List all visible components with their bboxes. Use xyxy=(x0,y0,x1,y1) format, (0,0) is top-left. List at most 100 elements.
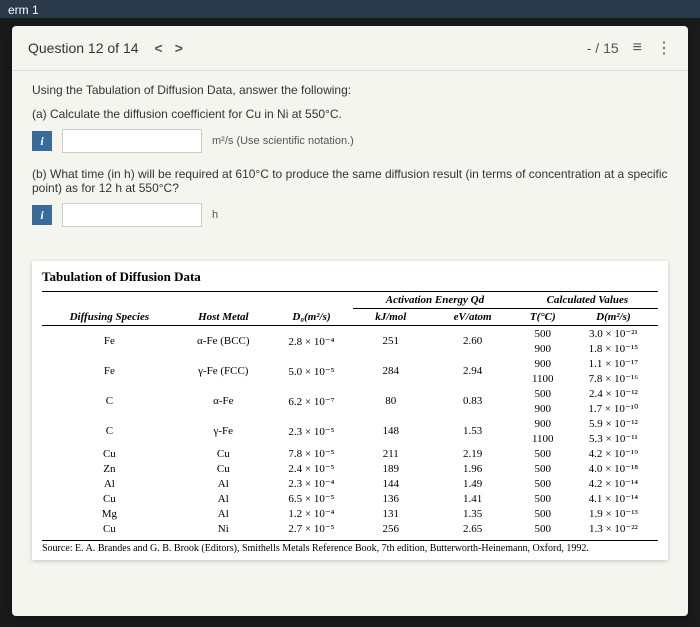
cell-temp: 1100 xyxy=(517,431,569,446)
cell-ev: 1.35 xyxy=(428,506,516,521)
cell-species: Mg xyxy=(42,506,177,521)
cell-host: γ-Fe xyxy=(177,416,270,446)
cell-ev: 2.19 xyxy=(428,446,516,461)
col-evatom: eV/atom xyxy=(428,309,516,326)
cell-d: 5.3 × 10⁻¹¹ xyxy=(569,431,658,446)
diffusion-table-wrap: Tabulation of Diffusion Data Diffusing S… xyxy=(32,261,668,560)
cell-d: 1.7 × 10⁻¹⁰ xyxy=(569,401,658,416)
cell-d: 1.1 × 10⁻¹⁷ xyxy=(569,356,658,371)
cell-d0: 2.3 × 10⁻⁵ xyxy=(270,416,353,446)
cell-kj: 189 xyxy=(353,461,428,476)
cell-kj: 148 xyxy=(353,416,428,446)
more-icon[interactable]: ⋮ xyxy=(656,38,672,58)
next-button[interactable]: > xyxy=(175,40,183,56)
cell-kj: 211 xyxy=(353,446,428,461)
col-calculated: Calculated Values xyxy=(517,292,658,309)
cell-host: α-Fe xyxy=(177,386,270,416)
cell-kj: 80 xyxy=(353,386,428,416)
cell-d0: 5.0 × 10⁻⁵ xyxy=(270,356,353,386)
table-row: Feγ-Fe (FCC)5.0 × 10⁻⁵2842.949001.1 × 10… xyxy=(42,356,658,371)
cell-kj: 144 xyxy=(353,476,428,491)
cell-species: Cu xyxy=(42,446,177,461)
part-a-input-row: i m²/s (Use scientific notation.) xyxy=(32,129,668,153)
cell-kj: 284 xyxy=(353,356,428,386)
cell-d0: 2.7 × 10⁻⁵ xyxy=(270,521,353,536)
part-a-input[interactable] xyxy=(62,129,202,153)
question-card: Question 12 of 14 < > - / 15 ≡ ⋮ Using t… xyxy=(12,26,688,616)
list-icon[interactable]: ≡ xyxy=(633,39,642,57)
cell-ev: 2.65 xyxy=(428,521,516,536)
cell-host: Cu xyxy=(177,446,270,461)
cell-temp: 500 xyxy=(517,491,569,506)
cell-temp: 500 xyxy=(517,326,569,342)
diffusion-table: Diffusing Species Host Metal D₀(m²/s) Ac… xyxy=(42,291,658,536)
cell-ev: 2.94 xyxy=(428,356,516,386)
cell-species: C xyxy=(42,416,177,446)
cell-d0: 2.4 × 10⁻⁵ xyxy=(270,461,353,476)
cell-ev: 1.49 xyxy=(428,476,516,491)
cell-host: Cu xyxy=(177,461,270,476)
cell-host: Al xyxy=(177,476,270,491)
cell-d: 7.8 × 10⁻¹⁶ xyxy=(569,371,658,386)
cell-d: 4.1 × 10⁻¹⁴ xyxy=(569,491,658,506)
table-row: Feα-Fe (BCC)2.8 × 10⁻⁴2512.605003.0 × 10… xyxy=(42,326,658,342)
cell-temp: 900 xyxy=(517,416,569,431)
table-row: MgAl1.2 × 10⁻⁴1311.355001.9 × 10⁻¹³ xyxy=(42,506,658,521)
cell-temp: 500 xyxy=(517,386,569,401)
cell-kj: 256 xyxy=(353,521,428,536)
col-d0: D₀(m²/s) xyxy=(270,292,353,326)
table-row: CuCu7.8 × 10⁻⁵2112.195004.2 × 10⁻¹⁹ xyxy=(42,446,658,461)
cell-host: γ-Fe (FCC) xyxy=(177,356,270,386)
col-tc: T(°C) xyxy=(517,309,569,326)
cell-temp: 900 xyxy=(517,341,569,356)
table-row: CuAl6.5 × 10⁻⁵1361.415004.1 × 10⁻¹⁴ xyxy=(42,491,658,506)
info-icon[interactable]: i xyxy=(32,131,52,151)
cell-temp: 500 xyxy=(517,476,569,491)
col-dm2s: D(m²/s) xyxy=(569,309,658,326)
cell-ev: 0.83 xyxy=(428,386,516,416)
term-bar: erm 1 xyxy=(0,0,700,18)
prev-button[interactable]: < xyxy=(155,40,163,56)
term-label: erm 1 xyxy=(8,3,39,17)
cell-d0: 2.3 × 10⁻⁴ xyxy=(270,476,353,491)
cell-temp: 500 xyxy=(517,506,569,521)
table-row: CuNi2.7 × 10⁻⁵2562.655001.3 × 10⁻²² xyxy=(42,521,658,536)
table-title: Tabulation of Diffusion Data xyxy=(42,269,658,285)
cell-species: Zn xyxy=(42,461,177,476)
cell-host: α-Fe (BCC) xyxy=(177,326,270,357)
info-icon[interactable]: i xyxy=(32,205,52,225)
cell-kj: 131 xyxy=(353,506,428,521)
cell-ev: 1.96 xyxy=(428,461,516,476)
cell-ev: 1.41 xyxy=(428,491,516,506)
cell-species: Fe xyxy=(42,326,177,357)
col-kjmol: kJ/mol xyxy=(353,309,428,326)
cell-d: 4.0 × 10⁻¹⁸ xyxy=(569,461,658,476)
progress-label: - / 15 xyxy=(587,40,619,56)
prompt-text: Using the Tabulation of Diffusion Data, … xyxy=(32,83,668,97)
cell-host: Ni xyxy=(177,521,270,536)
part-b-input-row: i h xyxy=(32,203,668,227)
part-a-unit: m²/s (Use scientific notation.) xyxy=(212,135,354,147)
cell-species: C xyxy=(42,386,177,416)
cell-d: 4.2 × 10⁻¹⁹ xyxy=(569,446,658,461)
cell-temp: 900 xyxy=(517,356,569,371)
cell-d0: 6.5 × 10⁻⁵ xyxy=(270,491,353,506)
nav-arrows: < > xyxy=(155,40,183,56)
col-host: Host Metal xyxy=(177,292,270,326)
cell-d: 4.2 × 10⁻¹⁴ xyxy=(569,476,658,491)
cell-species: Fe xyxy=(42,356,177,386)
cell-d: 1.9 × 10⁻¹³ xyxy=(569,506,658,521)
col-activation: Activation Energy Qd xyxy=(353,292,517,309)
table-body: Feα-Fe (BCC)2.8 × 10⁻⁴2512.605003.0 × 10… xyxy=(42,326,658,537)
cell-d: 2.4 × 10⁻¹² xyxy=(569,386,658,401)
question-header: Question 12 of 14 < > - / 15 ≡ ⋮ xyxy=(12,26,688,71)
col-species: Diffusing Species xyxy=(42,292,177,326)
cell-kj: 136 xyxy=(353,491,428,506)
question-number: Question 12 of 14 xyxy=(28,40,139,56)
cell-species: Cu xyxy=(42,491,177,506)
part-b-input[interactable] xyxy=(62,203,202,227)
table-row: Cγ-Fe2.3 × 10⁻⁵1481.539005.9 × 10⁻¹² xyxy=(42,416,658,431)
header-right: - / 15 ≡ ⋮ xyxy=(587,38,672,58)
question-content: Using the Tabulation of Diffusion Data, … xyxy=(12,71,688,253)
cell-species: Al xyxy=(42,476,177,491)
